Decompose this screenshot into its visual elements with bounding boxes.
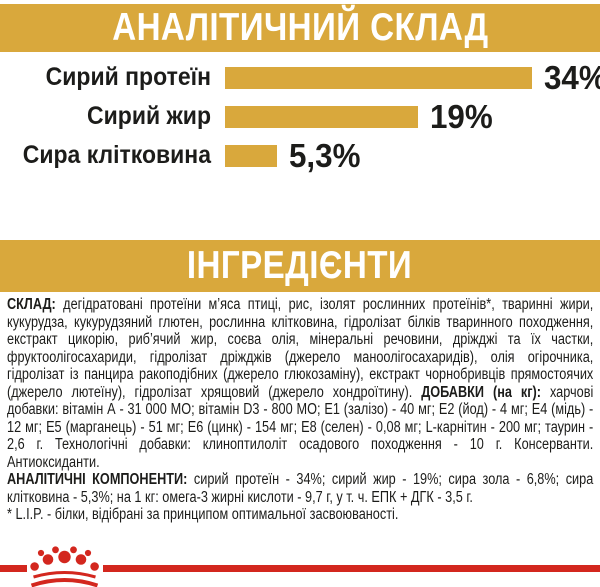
body-paragraph: СКЛАД: дегідратовані протеїни м’яса птиц… — [7, 296, 593, 471]
royal-canin-crown-icon — [30, 546, 99, 587]
bar-label: Сирий протеїн — [45, 63, 211, 91]
footer-rule-left — [0, 565, 27, 572]
paragraph-bold-segment: СКЛАД: — [7, 296, 64, 313]
bar-value: 5,3% — [289, 136, 361, 174]
bar-label: Сирий жир — [87, 102, 211, 130]
ingredients-body-text: СКЛАД: дегідратовані протеїни м’яса птиц… — [7, 296, 593, 524]
bar-label: Сира клітковина — [22, 141, 211, 169]
paragraph-text-segment: * L.I.P. - білки, відібрані за принципом… — [7, 506, 399, 523]
bar-fill — [225, 105, 418, 128]
chart-row: Сирий протеїн 34% — [0, 59, 600, 96]
footer-rule-right — [103, 565, 600, 572]
chart-row: Сирий жир 19% — [0, 98, 600, 135]
analytical-header-band: АНАЛІТИЧНИЙ СКЛАД — [0, 4, 600, 52]
paragraph-text-segment: дегідратовані протеїни м’яса птиці, рис,… — [7, 296, 594, 401]
body-paragraph: * L.I.P. - білки, відібрані за принципом… — [7, 506, 593, 524]
ingredients-header-title: ІНГРЕДІЄНТИ — [187, 244, 413, 287]
bar-value: 19% — [430, 97, 493, 135]
bar-fill — [225, 66, 532, 89]
analytical-header-title: АНАЛІТИЧНИЙ СКЛАД — [111, 6, 489, 49]
paragraph-text-segment: сирий протеїн - 34%; сирий жир - 19%; си… — [7, 471, 594, 506]
body-paragraph: АНАЛІТИЧНІ КОМПОНЕНТИ: сирий протеїн - 3… — [7, 471, 593, 506]
paragraph-bold-segment: АНАЛІТИЧНІ КОМПОНЕНТИ: — [7, 471, 194, 488]
paragraph-bold-segment: ДОБАВКИ (на кг): — [421, 383, 550, 401]
chart-row: Сира клітковина 5,3% — [0, 137, 600, 174]
bar-value: 34% — [544, 58, 600, 96]
ingredients-header-band: ІНГРЕДІЄНТИ — [0, 240, 600, 292]
paragraph-text-segment: харчові добавки: вітамін А - 31 000 МО; … — [7, 383, 594, 471]
bar-fill — [225, 144, 277, 167]
